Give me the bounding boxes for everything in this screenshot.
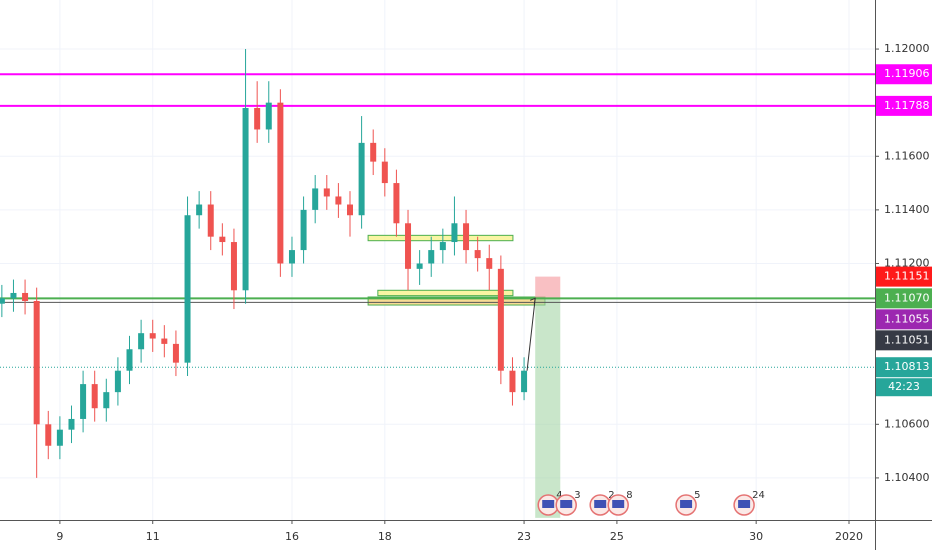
event-count: 5 — [694, 490, 700, 501]
price-label: 1.11151 — [884, 270, 930, 283]
candle-body — [161, 338, 168, 344]
candle-body — [416, 263, 423, 269]
y-tick-label: 1.12000 — [884, 42, 930, 55]
price-label-bg — [876, 266, 932, 287]
candle-body — [393, 183, 400, 224]
candle-body — [207, 204, 214, 237]
candle-body — [230, 242, 237, 291]
price-label: 1.11906 — [884, 67, 930, 80]
event-flag — [560, 500, 573, 508]
x-tick-label: 30 — [749, 530, 763, 543]
candle-body — [312, 188, 319, 210]
price-label: 1.11055 — [884, 312, 930, 325]
candle-body — [288, 250, 295, 264]
stop-zone — [535, 276, 561, 299]
x-tick-label: 11 — [146, 530, 160, 543]
candle-body — [265, 102, 272, 130]
x-tick-label: 23 — [517, 530, 531, 543]
x-tick-label: 18 — [378, 530, 392, 543]
price-label: 1.11070 — [884, 291, 930, 304]
candle-body — [80, 384, 87, 419]
candle-body — [22, 292, 29, 302]
candle-body — [242, 108, 249, 291]
event-flag — [738, 500, 751, 508]
candle-body — [300, 209, 307, 251]
candle-body — [486, 258, 493, 269]
candle-body — [103, 392, 110, 409]
candle-body — [68, 418, 75, 430]
event-flag — [594, 500, 607, 508]
plot-area: 4 3 2 8 5 24 — [0, 49, 875, 518]
candle-body — [196, 204, 203, 216]
candle-body — [509, 370, 516, 393]
candle-body — [172, 343, 179, 363]
countdown-bg — [876, 378, 932, 397]
candle-body — [521, 370, 528, 393]
price-label-bg — [876, 330, 932, 351]
y-tick-label: 1.10600 — [884, 417, 930, 430]
zone — [377, 289, 514, 297]
candle-body — [149, 333, 156, 339]
price-label-bg — [876, 64, 932, 85]
candle-body — [219, 236, 226, 243]
price-label-bg — [876, 309, 932, 330]
candle-body — [33, 301, 40, 425]
x-tick-label: 25 — [610, 530, 624, 543]
price-label-bg — [876, 288, 932, 309]
arrow — [526, 297, 536, 371]
candle-body — [335, 196, 342, 205]
zone — [367, 234, 514, 242]
candle-body — [91, 384, 98, 409]
candle-body — [463, 223, 470, 251]
candle-body — [358, 142, 365, 216]
candle-body — [428, 250, 435, 264]
grid — [0, 0, 875, 520]
candle-body — [277, 102, 284, 264]
axes: 1.12000 1.11600 1.11400 1.11200 1.10600 1.104… — [56, 42, 932, 543]
candle-body — [56, 429, 63, 446]
candle-body — [439, 242, 446, 251]
countdown: 42:23 — [888, 380, 920, 393]
y-tick-label: 1.11200 — [884, 256, 930, 269]
x-tick-label: 2020 — [835, 530, 863, 543]
candle-body — [370, 142, 377, 162]
x-tick-label: 16 — [285, 530, 299, 543]
y-tick-label: 1.10400 — [884, 471, 930, 484]
candle-body — [474, 250, 481, 259]
event-flag — [680, 500, 693, 508]
candle-body — [10, 292, 17, 299]
event-count: 24 — [752, 490, 765, 501]
y-tick-label: 1.11600 — [884, 149, 930, 162]
candle-body — [497, 268, 504, 371]
candle-body — [451, 223, 458, 243]
price-label: 1.11788 — [884, 99, 930, 112]
candle-body — [381, 161, 388, 184]
y-tick-label: 1.11400 — [884, 203, 930, 216]
candle-body — [0, 298, 5, 304]
event-flag — [542, 500, 555, 508]
candle-body — [114, 370, 121, 393]
target-zone — [535, 298, 561, 518]
candle-body — [184, 215, 191, 363]
event-flag — [612, 500, 625, 508]
x-tick-label: 9 — [56, 530, 63, 543]
event-count: 4 — [556, 490, 562, 501]
price-label: 1.10813 — [884, 360, 930, 373]
event-count: 8 — [626, 490, 632, 501]
event-count: 3 — [574, 490, 580, 501]
candle-body — [45, 424, 52, 446]
candle-body — [405, 223, 412, 269]
event-count: 2 — [608, 490, 614, 501]
price-label: 1.11051 — [884, 333, 930, 346]
candle-body — [323, 188, 330, 197]
candle-body — [254, 108, 261, 130]
price-label-bg — [876, 95, 932, 116]
candle-body — [126, 349, 133, 371]
candle-body — [347, 204, 353, 216]
candle-body — [138, 333, 145, 350]
price-label-bg — [876, 357, 932, 378]
